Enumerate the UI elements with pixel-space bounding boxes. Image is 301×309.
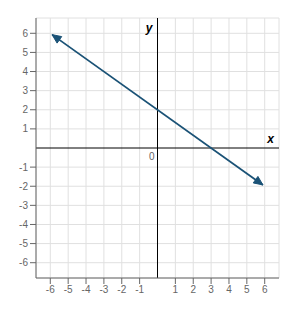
svg-text:5: 5 [244, 284, 250, 295]
svg-text:1: 1 [173, 284, 179, 295]
svg-text:y: y [145, 21, 154, 35]
svg-text:3: 3 [22, 85, 28, 96]
svg-text:1: 1 [22, 123, 28, 134]
svg-text:-2: -2 [19, 181, 28, 192]
svg-text:-5: -5 [64, 284, 73, 295]
svg-text:4: 4 [226, 284, 232, 295]
svg-text:5: 5 [22, 47, 28, 58]
svg-text:-4: -4 [19, 219, 28, 230]
svg-text:-4: -4 [82, 284, 91, 295]
svg-text:x: x [266, 132, 275, 146]
svg-text:0: 0 [149, 151, 155, 162]
svg-text:-3: -3 [99, 284, 108, 295]
svg-text:6: 6 [22, 28, 28, 39]
svg-text:-6: -6 [19, 257, 28, 268]
svg-text:2: 2 [22, 104, 28, 115]
svg-text:-6: -6 [46, 284, 55, 295]
svg-text:-3: -3 [19, 200, 28, 211]
svg-text:-5: -5 [19, 238, 28, 249]
svg-text:6: 6 [262, 284, 268, 295]
svg-text:-1: -1 [135, 284, 144, 295]
svg-text:4: 4 [22, 66, 28, 77]
svg-text:2: 2 [190, 284, 196, 295]
svg-text:-2: -2 [117, 284, 126, 295]
svg-text:-1: -1 [19, 162, 28, 173]
svg-text:3: 3 [208, 284, 214, 295]
